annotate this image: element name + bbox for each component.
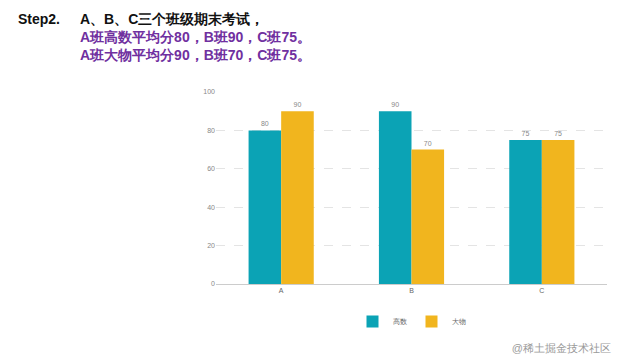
svg-text:C: C xyxy=(539,287,544,294)
svg-text:100: 100 xyxy=(203,88,215,95)
svg-text:90: 90 xyxy=(391,101,399,108)
svg-text:大物: 大物 xyxy=(452,318,466,325)
svg-text:高数: 高数 xyxy=(393,318,407,325)
svg-text:0: 0 xyxy=(211,280,215,287)
svg-text:70: 70 xyxy=(424,140,432,147)
svg-text:90: 90 xyxy=(294,101,302,108)
svg-text:80: 80 xyxy=(261,120,269,127)
svg-text:40: 40 xyxy=(207,204,215,211)
svg-text:B: B xyxy=(409,287,414,294)
html-text:Step2.: Step2. xyxy=(18,11,60,27)
svg-text:75: 75 xyxy=(554,130,562,137)
svg-text:60: 60 xyxy=(207,165,215,172)
html-text:A班高数平均分80，B班90，C班75。: A班高数平均分80，B班90，C班75。 xyxy=(80,29,312,45)
svg-text:A: A xyxy=(279,287,284,294)
html-text:A、B、C三个班级期末考试，: A、B、C三个班级期末考试， xyxy=(80,11,265,27)
html-text:A班大物平均分90，B班70，C班75。: A班大物平均分90，B班70，C班75。 xyxy=(80,47,312,63)
html-text:@稀土掘金技术社区: @稀土掘金技术社区 xyxy=(511,342,611,354)
svg-text:20: 20 xyxy=(207,242,215,249)
svg-text:80: 80 xyxy=(207,127,215,134)
svg-text:75: 75 xyxy=(522,130,530,137)
